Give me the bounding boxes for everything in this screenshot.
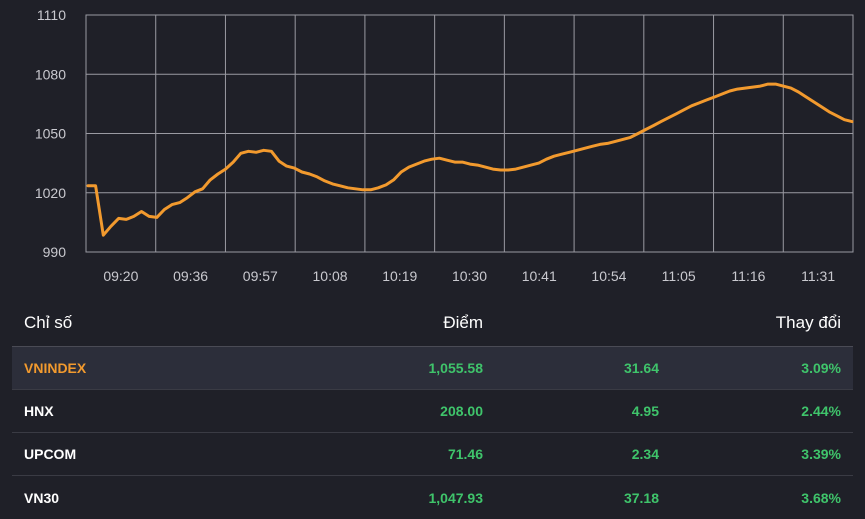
x-tick-label: 09:36 [173, 268, 208, 284]
table-row-vn30[interactable]: VN30 1,047.93 37.18 3.68% [12, 476, 853, 519]
table-row-upcom[interactable]: UPCOM 71.46 2.34 3.39% [12, 433, 853, 476]
x-tick-label: 11:05 [662, 268, 696, 284]
series-line-vnindex [86, 82, 854, 237]
index-change: 2.34 [631, 446, 659, 462]
index-name: HNX [24, 403, 54, 419]
y-tick-label: 1080 [35, 66, 66, 82]
x-tick-label: 09:20 [103, 268, 138, 284]
index-points: 1,055.58 [428, 360, 484, 376]
index-change-percent: 3.39% [801, 446, 841, 462]
header-index-name: Chỉ số [24, 313, 73, 332]
table-row-hnx[interactable]: HNX 208.00 4.95 2.44% [12, 390, 853, 433]
y-tick-label: 1050 [35, 126, 66, 142]
index-points: 208.00 [440, 403, 483, 419]
x-tick-label: 10:19 [382, 268, 417, 284]
index-change-percent: 2.44% [801, 403, 841, 419]
index-points: 71.46 [447, 446, 483, 462]
x-tick-label: 09:57 [243, 268, 278, 284]
index-name: VNINDEX [24, 360, 87, 376]
y-tick-label: 1110 [37, 7, 66, 23]
index-points: 1,047.93 [428, 489, 484, 506]
index-change: 4.95 [631, 403, 659, 419]
index-table: Chỉ số Điểm Thay đổi VNINDEX 1,055.58 31… [12, 300, 853, 519]
y-tick-label: 1020 [35, 185, 66, 201]
x-tick-label: 11:16 [731, 268, 765, 284]
intraday-chart: 1110 1080 1050 1020 990 09:20 09:36 09:57 10:08 1… [35, 7, 854, 284]
header-points: Điểm [443, 313, 483, 332]
y-tick-label: 990 [43, 244, 67, 260]
index-name: UPCOM [24, 446, 77, 462]
chart-svg: 1110 1080 1050 1020 990 09:20 09:36 09:57 10:08 1… [35, 7, 854, 284]
index-name: VN30 [24, 489, 60, 506]
table-row-vnindex[interactable]: VNINDEX 1,055.58 31.64 3.09% [12, 347, 853, 390]
index-change-percent: 3.68% [801, 489, 841, 506]
header-change: Thay đổi [775, 313, 841, 332]
x-tick-label: 10:30 [452, 268, 487, 284]
x-tick-label: 10:08 [313, 268, 348, 284]
index-change: 31.64 [623, 360, 659, 376]
table-header-row: Chỉ số Điểm Thay đổi [12, 300, 853, 347]
x-tick-label: 10:41 [522, 268, 557, 284]
index-change-percent: 3.09% [801, 360, 841, 376]
index-change: 37.18 [623, 489, 659, 506]
x-tick-label: 11:31 [801, 268, 835, 284]
x-tick-label: 10:54 [591, 268, 626, 284]
